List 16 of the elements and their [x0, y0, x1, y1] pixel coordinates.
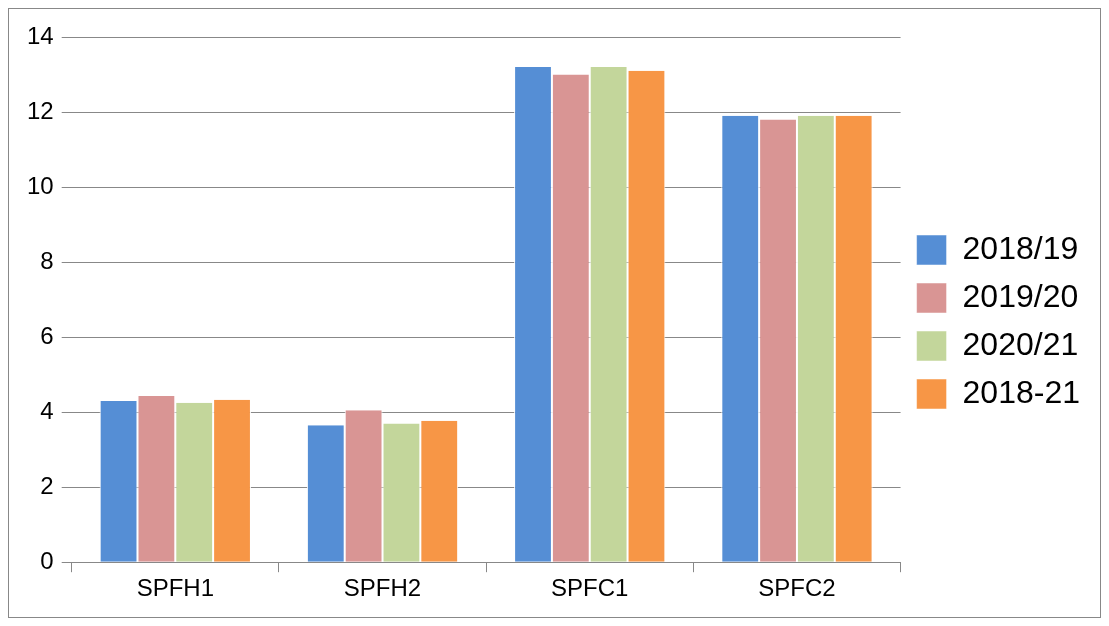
legend-label: 2018-21: [962, 373, 1080, 410]
y-tick-label: 14: [26, 21, 54, 49]
legend-label: 2019/20: [962, 277, 1079, 314]
x-tick-label: SPFH2: [343, 574, 422, 602]
y-tick-label: 6: [40, 321, 54, 349]
legend-label: 2018/19: [962, 229, 1079, 266]
y-tick-label: 0: [40, 546, 54, 574]
y-tick-label: 10: [26, 171, 54, 199]
x-tick-label: SPFC1: [551, 574, 629, 602]
y-tick-label: 2: [40, 471, 54, 499]
y-tick-label: 12: [26, 96, 54, 124]
y-tick-label: 4: [40, 396, 54, 424]
x-tick-label: SPFH1: [136, 574, 214, 602]
y-tick-label: 8: [40, 246, 54, 274]
legend-label: 2020/21: [962, 325, 1079, 362]
x-tick-label: SPFC2: [758, 574, 836, 602]
